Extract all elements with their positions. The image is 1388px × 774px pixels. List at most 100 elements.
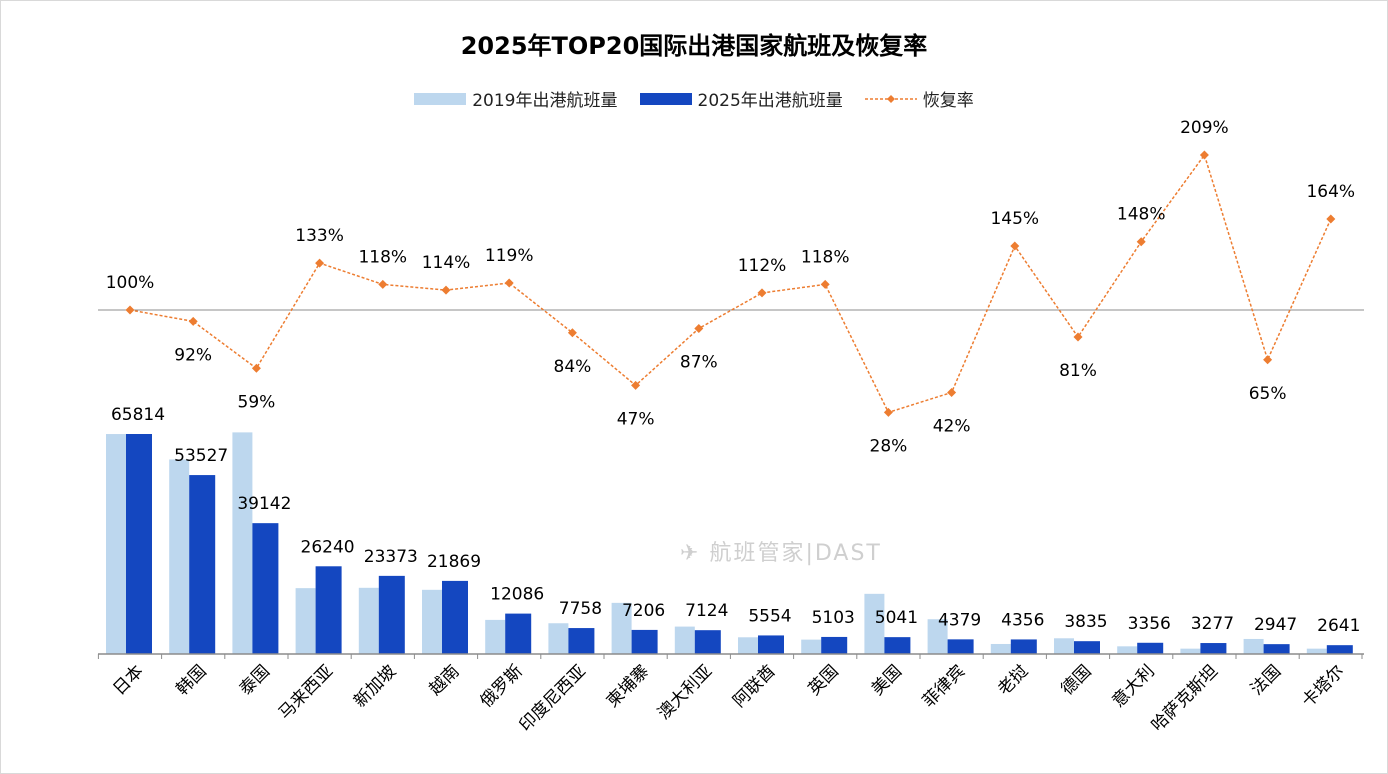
bar-2025-7 (568, 628, 595, 654)
bar-label-2025-18: 2947 (1254, 615, 1297, 635)
rate-point-19 (1326, 214, 1336, 224)
bar-2019-6 (485, 619, 506, 654)
rate-label-18: 65% (1249, 384, 1287, 404)
bar-2025-3 (315, 566, 342, 654)
bar-label-2025-7: 7758 (559, 599, 602, 619)
bar-2019-5 (422, 589, 442, 654)
x-tick-label-17: 哈萨克斯坦 (1148, 661, 1222, 735)
rate-label-9: 87% (680, 352, 718, 372)
bar-label-2025-1: 53527 (174, 446, 228, 466)
chart-title: 2025年TOP20国际出港国家航班及恢复率 (460, 32, 928, 60)
legend-item-rate: 恢复率 (864, 86, 974, 111)
rate-point-0 (125, 305, 135, 315)
rate-point-9 (694, 323, 704, 333)
legend-swatch-2019 (414, 92, 467, 105)
rate-label-16: 148% (1117, 205, 1166, 225)
bar-2025-15 (1074, 641, 1100, 654)
rate-point-15 (1073, 332, 1083, 342)
rate-label-7: 84% (554, 357, 592, 377)
x-tick-label-9: 澳大利亚 (654, 661, 716, 723)
bar-2025-1 (189, 475, 216, 654)
rate-point-13 (947, 387, 957, 397)
x-tick-label-0: 日本 (109, 661, 147, 699)
bar-label-2025-16: 3356 (1128, 614, 1171, 634)
legend-swatch-2025 (639, 92, 692, 105)
rate-point-16 (1136, 237, 1146, 247)
bar-2019-3 (295, 588, 316, 654)
legend-label-2019: 2019年出港航班量 (472, 91, 618, 111)
rate-label-19: 164% (1306, 182, 1355, 202)
rate-label-3: 133% (295, 226, 344, 246)
rate-label-13: 42% (933, 416, 971, 436)
rate-label-1: 92% (174, 345, 212, 365)
bar-2025-4 (378, 575, 405, 654)
rate-label-6: 119% (485, 246, 534, 266)
rate-label-10: 112% (738, 256, 787, 276)
bar-2025-12 (884, 637, 911, 654)
bar-2025-14 (1010, 639, 1037, 654)
bar-label-2025-6: 12086 (490, 585, 544, 605)
rate-label-0: 100% (106, 273, 155, 293)
x-tick-label-15: 德国 (1057, 661, 1095, 699)
bar-2019-18 (1243, 638, 1264, 654)
x-tick-label-4: 新加坡 (350, 661, 400, 711)
bar-label-2025-19: 2641 (1317, 616, 1360, 636)
bar-label-2025-2: 39142 (237, 494, 291, 514)
bar-2025-0 (126, 434, 152, 654)
rate-point-8 (631, 380, 641, 390)
rate-point-7 (567, 328, 577, 338)
rate-point-14 (1010, 241, 1020, 251)
bar-label-2025-3: 26240 (301, 537, 355, 557)
bar-label-2025-5: 21869 (427, 552, 481, 572)
rate-point-2 (251, 363, 261, 373)
x-tick-label-10: 阿联酋 (729, 661, 779, 711)
x-tick-label-2: 泰国 (236, 661, 274, 699)
bar-label-2025-15: 3835 (1064, 612, 1107, 632)
bar-2025-19 (1326, 645, 1353, 654)
x-tick-label-6: 俄罗斯 (477, 661, 527, 711)
rate-label-4: 118% (358, 247, 407, 267)
rate-line (129, 153, 1332, 414)
rate-point-18 (1263, 355, 1273, 365)
rate-label-2: 59% (238, 392, 276, 412)
bar-2025-16 (1137, 642, 1164, 654)
bar-2025-6 (505, 613, 532, 654)
bar-2025-17 (1200, 643, 1227, 654)
bar-label-2025-8: 7206 (622, 601, 665, 621)
legend-label-2025: 2025年出港航班量 (697, 91, 843, 111)
rate-point-4 (378, 279, 388, 289)
rate-point-17 (1199, 150, 1209, 160)
watermark: ✈ 航班管家|DAST (680, 541, 882, 566)
bar-2019-8 (611, 602, 632, 654)
x-tick-label-16: 意大利 (1109, 661, 1159, 711)
rate-point-3 (315, 258, 325, 268)
bar-2019-11 (801, 639, 822, 654)
rate-label-11: 118% (801, 247, 850, 267)
rate-label-5: 114% (422, 253, 471, 273)
rate-label-15: 81% (1059, 361, 1097, 381)
x-tick-label-7: 印度尼西亚 (516, 661, 590, 735)
bar-2025-18 (1263, 644, 1290, 654)
bar-2019-15 (1054, 638, 1074, 654)
rate-label-12: 28% (870, 436, 908, 456)
rate-point-6 (504, 278, 514, 288)
bar-2019-14 (990, 643, 1011, 654)
bar-2019-16 (1117, 646, 1138, 654)
bar-2019-17 (1180, 648, 1201, 654)
legend-swatch-rate (864, 94, 917, 103)
bar-2019-19 (1306, 648, 1327, 654)
bar-label-2025-13: 4379 (938, 610, 981, 630)
x-tick-label-18: 法国 (1247, 661, 1285, 699)
bar-2025-11 (821, 636, 848, 654)
bar-label-2025-12: 5041 (875, 608, 918, 628)
bar-2019-13 (927, 619, 948, 654)
x-tick-label-1: 韩国 (173, 661, 211, 699)
bar-2025-9 (694, 630, 721, 654)
x-tick-label-19: 卡塔尔 (1298, 661, 1348, 711)
bar-2019-1 (169, 459, 190, 654)
bar-label-2025-17: 3277 (1191, 614, 1234, 634)
bar-2025-10 (758, 635, 784, 654)
bar-2025-2 (252, 523, 279, 654)
bar-2025-8 (631, 629, 658, 654)
